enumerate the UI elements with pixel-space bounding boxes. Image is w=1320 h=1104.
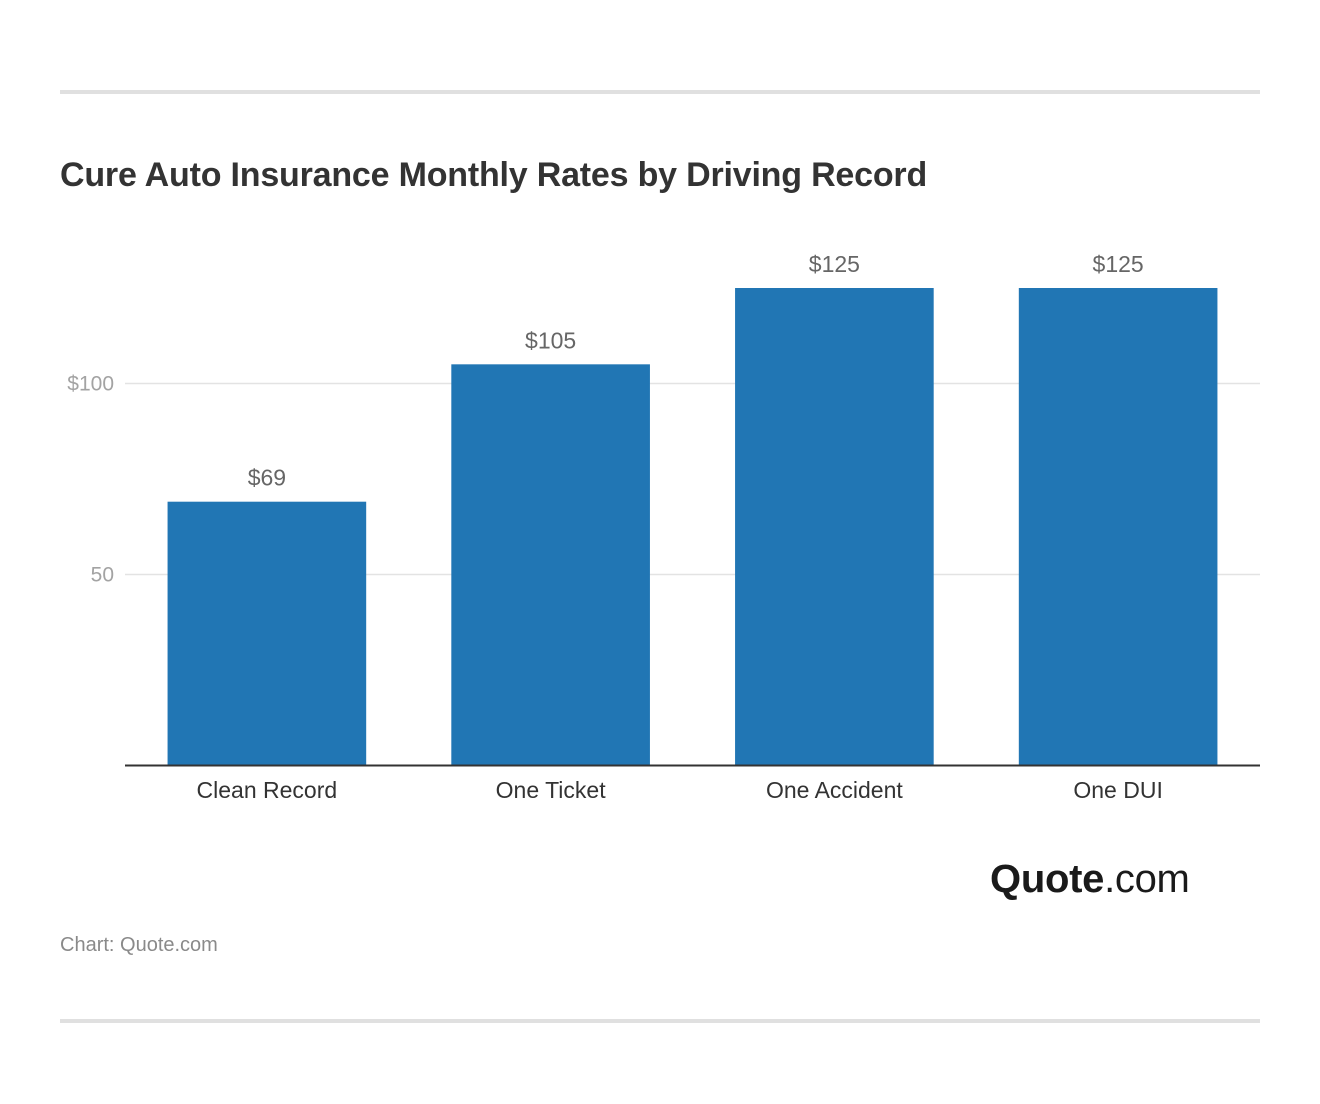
y-tick-label: $100	[67, 373, 114, 396]
x-tick-label: One Accident	[766, 777, 903, 803]
quote-logo: Quote.com	[990, 857, 1190, 902]
chart-source: Chart: Quote.com	[60, 934, 218, 956]
data-label: $105	[525, 327, 576, 353]
chart-title: Cure Auto Insurance Monthly Rates by Dri…	[60, 156, 928, 194]
bars	[167, 288, 1218, 765]
data-label: $125	[809, 251, 860, 277]
labels: 50 $100 $69 Clean Record $105 One Ticket $125 O…	[67, 251, 1163, 803]
bar	[451, 364, 650, 765]
top-divider	[60, 90, 1260, 94]
y-tick-label: 50	[91, 564, 114, 587]
bottom-divider	[60, 1019, 1260, 1023]
x-tick-label: Clean Record	[197, 777, 338, 803]
x-tick-label: One Ticket	[496, 777, 607, 803]
bar	[167, 501, 367, 765]
data-label: $125	[1093, 251, 1144, 277]
logo-wordmark-bold: Quote	[990, 857, 1105, 901]
logo-wordmark-suffix: .com	[1104, 857, 1190, 901]
data-label: $69	[248, 465, 286, 491]
x-tick-label: One DUI	[1073, 777, 1162, 803]
bar	[1018, 288, 1218, 765]
bar	[735, 288, 934, 765]
